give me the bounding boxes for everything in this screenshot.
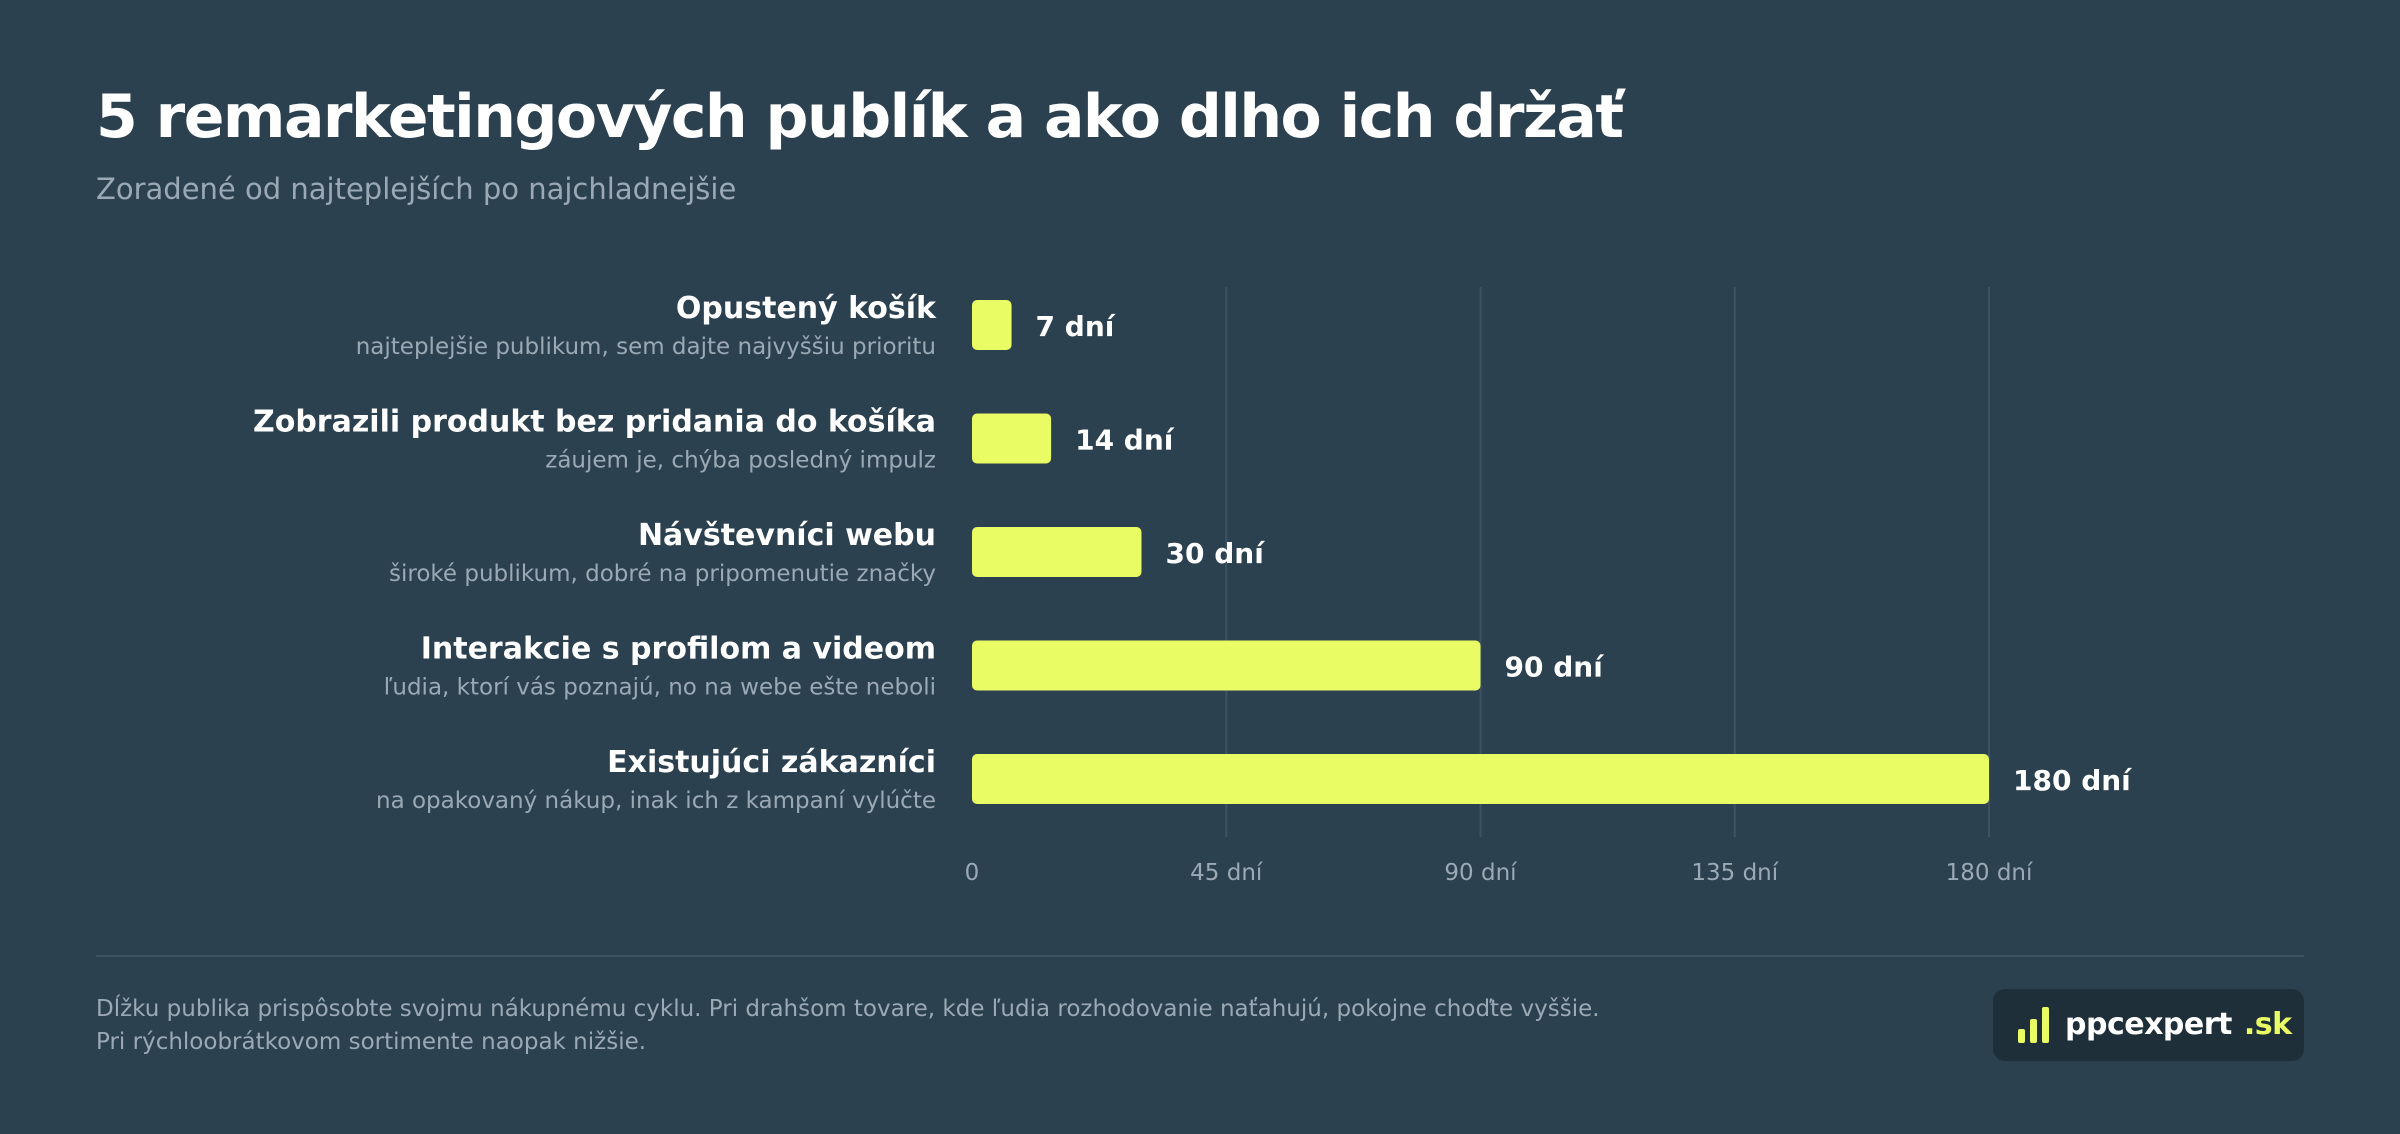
category-label: Existujúci zákazníci (607, 745, 936, 780)
chart-subtitle: Zoradené od najteplejších po najchladnej… (96, 172, 737, 206)
bar-value-label: 30 dní (1166, 537, 1266, 570)
bar-value-label: 180 dní (2013, 764, 2132, 797)
category-label: Návštevníci webu (638, 518, 936, 553)
x-tick-label: 135 dní (1691, 860, 1778, 886)
category-description: záujem je, chýba posledný impulz (545, 448, 936, 474)
category-description: najteplejšie publikum, sem dajte najvyšš… (356, 334, 936, 360)
x-tick-label: 180 dní (1946, 860, 2033, 886)
bar-value-label: 90 dní (1505, 651, 1605, 684)
brand-name: ppcexpert (2065, 1007, 2232, 1042)
bar (972, 640, 1481, 691)
bar-value-label: 7 dní (1036, 310, 1116, 343)
bar-chart-icon (2018, 1007, 2050, 1043)
brand-logo-badge: ppcexpert .sk (1993, 989, 2304, 1061)
bar (972, 413, 1052, 464)
footer-divider (96, 955, 2304, 957)
category-label: Zobrazili produkt bez pridania do košíka (253, 405, 936, 440)
brand-logo-text: ppcexpert .sk (2065, 1007, 2292, 1042)
x-tick-label: 0 (965, 860, 980, 886)
x-tick-label: 45 dní (1190, 860, 1263, 886)
bar (972, 754, 1989, 804)
x-tick-label: 90 dní (1444, 860, 1517, 886)
footnote-line-1: Dĺžku publika prispôsobte svojmu nákupné… (96, 996, 1600, 1022)
bar (972, 300, 1012, 350)
bar-chart: 0 45 dní 90 dní 135 dní 180 dní Opustený koší… (253, 287, 2132, 886)
brand-tld: .sk (2243, 1007, 2292, 1042)
chart-title: 5 remarketingových publík a ako dlho ich… (96, 82, 1624, 152)
bar (972, 527, 1142, 577)
category-description: široké publikum, dobré na pripomenutie z… (389, 561, 936, 587)
category-label: Interakcie s profilom a videom (421, 632, 936, 667)
category-description: ľudia, ktorí vás poznajú, no na webe ešt… (384, 675, 936, 701)
category-description: na opakovaný nákup, inak ich z kampaní v… (376, 788, 936, 814)
category-label: Opustený košík (676, 291, 937, 326)
bar-value-label: 14 dní (1075, 424, 1175, 457)
footnote-line-2: Pri rýchloobrátkovom sortimente naopak n… (96, 1029, 647, 1055)
